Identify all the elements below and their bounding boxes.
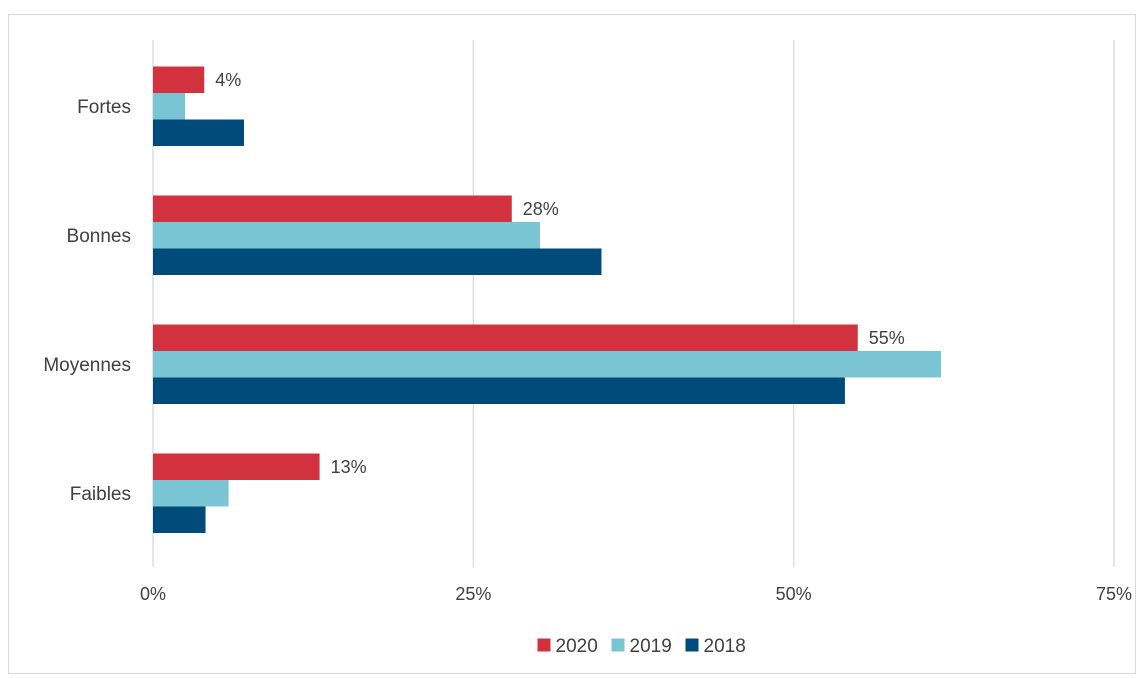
bar-2019-fortes	[153, 93, 186, 120]
category-label-fortes: Fortes	[77, 97, 131, 118]
bar-2018-faibles	[153, 506, 206, 533]
x-tick-label: 50%	[776, 584, 812, 604]
category-label-moyennes: Moyennes	[43, 355, 131, 376]
legend-swatch-2019	[611, 638, 625, 652]
bar-2020-faibles	[153, 453, 320, 480]
x-tick-label: 25%	[455, 584, 491, 604]
legend-label-2018: 2018	[704, 636, 746, 657]
legend-label-2020: 2020	[556, 636, 598, 657]
bar-2018-moyennes	[153, 377, 845, 404]
bar-2019-faibles	[153, 480, 229, 507]
bar-2020-fortes	[153, 66, 205, 93]
legend-label-2019: 2019	[630, 636, 672, 657]
x-tick-label: 75%	[1096, 584, 1132, 604]
data-label-2020-moyennes: 55%	[869, 328, 905, 348]
x-tick-label: 0%	[140, 584, 166, 604]
legend-swatch-2018	[685, 638, 699, 652]
data-label-2020-fortes: 4%	[215, 70, 241, 90]
category-label-faibles: Faibles	[70, 484, 131, 505]
category-label-bonnes: Bonnes	[67, 226, 131, 247]
bar-2018-bonnes	[153, 248, 602, 275]
bar-2019-moyennes	[153, 351, 942, 378]
bar-2019-bonnes	[153, 222, 540, 249]
data-label-2020-bonnes: 28%	[523, 199, 559, 219]
legend-swatch-2020	[537, 638, 551, 652]
data-label-2020-faibles: 13%	[331, 457, 367, 477]
bar-2020-bonnes	[153, 195, 512, 222]
bar-2020-moyennes	[153, 324, 858, 351]
bar-2018-fortes	[153, 119, 244, 146]
